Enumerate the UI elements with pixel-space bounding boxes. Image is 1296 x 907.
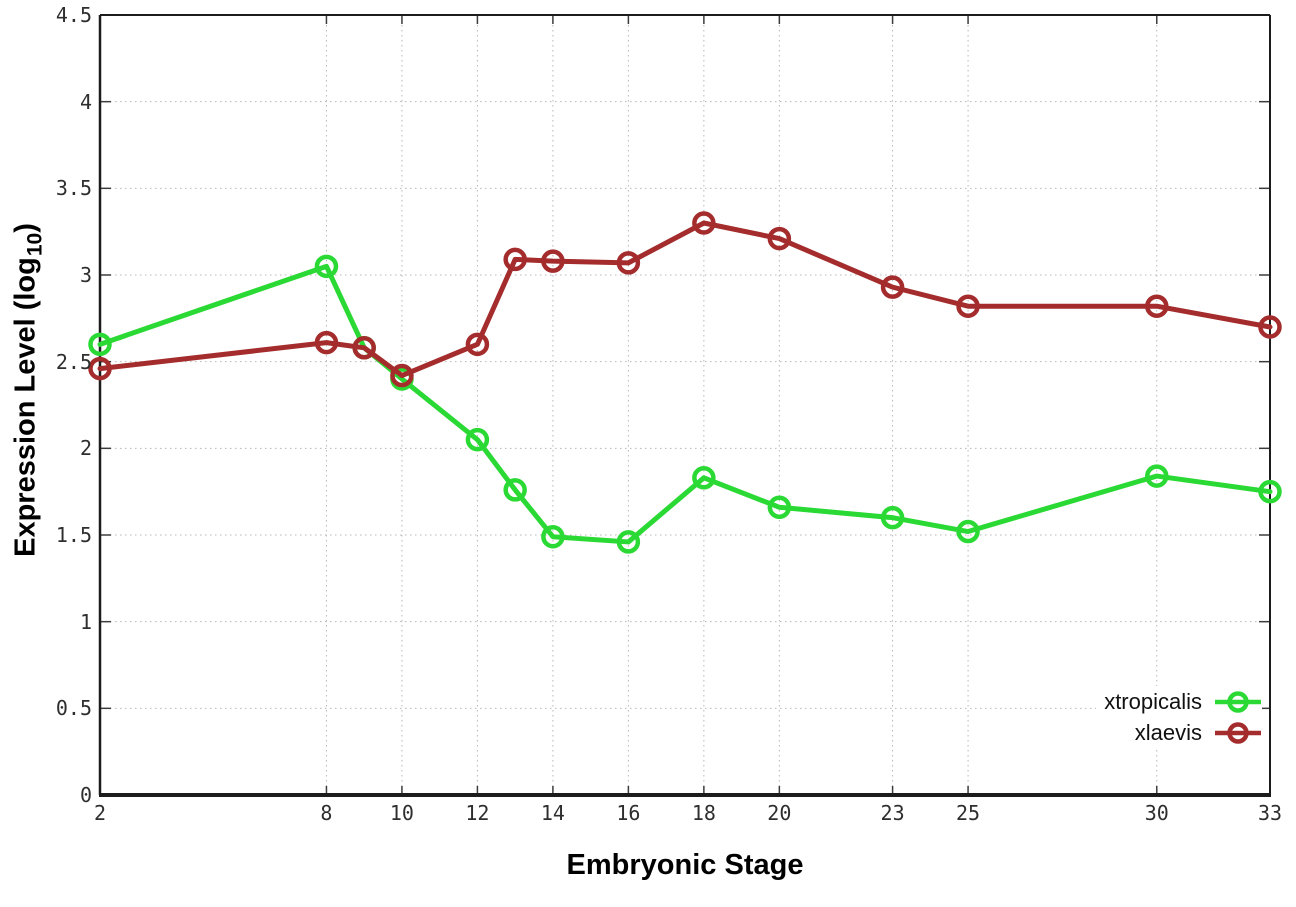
y-axis-title-subscript: 10 [23,232,47,257]
y-axis-title: Expression Level (log10) [9,223,47,557]
legend-item-xtropicalis: xtropicalis [1104,688,1262,715]
legend-item-xlaevis: xlaevis [1104,719,1262,746]
legend: xtropicalis xlaevis [1096,686,1262,748]
data-point-xtropicalis [616,530,641,554]
y-tick-label: 4 [79,89,92,114]
legend-label-xlaevis: xlaevis [1134,720,1202,745]
data-point-xlaevis [314,330,339,355]
y-tick-label: 1 [79,609,92,634]
x-tick-label: 16 [616,801,641,825]
y-tick-label: 2.5 [55,349,92,374]
data-point-xlaevis [616,251,641,275]
legend-sample-xtropicalis-icon [1215,690,1261,713]
data-point-xlaevis [390,363,414,388]
data-point-xtropicalis [1258,479,1282,504]
y-tick-label: 2 [79,436,92,461]
data-point-xtropicalis [503,478,527,502]
data-point-xlaevis [956,294,980,318]
x-tick-label: 25 [956,801,981,825]
data-point-xlaevis [503,247,527,272]
data-point-xtropicalis [541,524,565,549]
x-tick-label: 23 [880,801,905,825]
x-tick-label: 10 [389,801,414,825]
series-line-xlaevis [97,220,1273,379]
y-axis-title-close: ) [9,223,42,233]
x-axis-title: Embryonic Stage [566,849,804,881]
x-tick-label: 8 [320,801,333,825]
y-tick-label: 0 [79,783,92,807]
data-point-xtropicalis [465,427,490,452]
data-point-xtropicalis [956,519,980,544]
data-point-xlaevis [465,332,490,357]
data-point-xtropicalis [767,495,792,520]
data-point-xtropicalis [880,505,905,530]
x-tick-label: 2 [93,801,107,825]
x-tick-label: 18 [691,801,716,825]
x-tick-label: 33 [1257,801,1283,825]
x-tick-label: 14 [540,801,565,825]
legend-label-xtropicalis: xtropicalis [1104,689,1202,714]
legend-sample-xlaevis-icon [1215,721,1261,744]
data-point-xlaevis [1145,294,1169,318]
data-point-xlaevis [1258,315,1282,339]
y-tick-label: 3 [79,263,92,287]
y-tick-label: 3.5 [55,176,92,201]
data-point-xlaevis [692,211,716,235]
x-tick-label: 20 [767,801,792,825]
x-tick-label: 12 [465,801,490,825]
data-point-xtropicalis [314,254,339,279]
y-tick-label: 4.5 [55,3,92,27]
y-tick-label: 0.5 [55,696,92,721]
data-point-xtropicalis [88,332,112,357]
y-axis-title-text: Expression Level (log [9,257,42,557]
data-point-xlaevis [880,275,905,299]
x-tick-label: 30 [1144,801,1169,825]
data-point-xlaevis [352,336,376,360]
y-tick-label: 1.5 [55,523,92,547]
data-point-xlaevis [767,226,792,251]
data-point-xtropicalis [1145,464,1169,488]
data-point-xlaevis [541,249,565,273]
data-point-xtropicalis [692,466,716,490]
data-point-xlaevis [88,356,112,381]
